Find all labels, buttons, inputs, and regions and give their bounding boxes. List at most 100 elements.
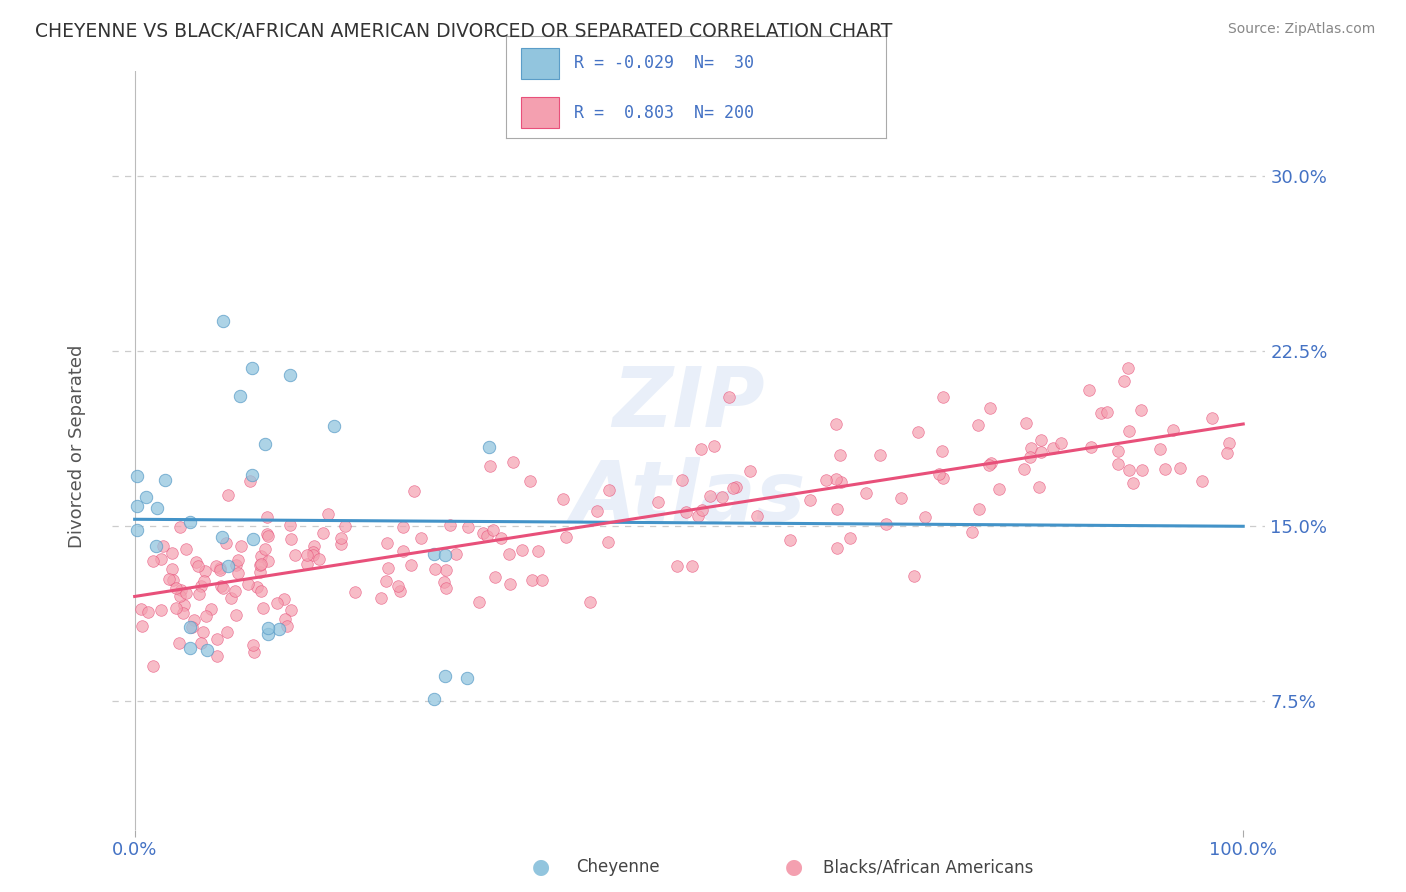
Point: [681, 558, 703, 573]
Point: [1201, 411, 1223, 425]
Point: [855, 485, 877, 500]
Point: [311, 526, 333, 541]
Point: [236, 577, 259, 591]
Point: [399, 558, 422, 573]
Point: [330, 537, 353, 551]
Point: [249, 558, 271, 572]
Point: [208, 563, 231, 577]
Point: [526, 543, 548, 558]
Point: [180, 620, 202, 634]
Point: [598, 535, 620, 549]
Point: [434, 563, 457, 577]
Point: [675, 505, 697, 519]
Point: [149, 603, 172, 617]
Point: [478, 440, 501, 454]
Point: [510, 542, 533, 557]
Point: [1116, 361, 1139, 376]
Point: [824, 472, 846, 486]
Point: [252, 601, 274, 615]
Point: [377, 561, 399, 575]
Point: [273, 591, 295, 606]
Point: [193, 574, 215, 588]
Point: [499, 577, 522, 591]
Point: [498, 547, 520, 561]
Point: [240, 467, 263, 482]
Point: [1090, 406, 1112, 420]
Point: [409, 531, 432, 545]
Point: [225, 607, 247, 622]
Point: [284, 548, 307, 562]
Point: [1042, 442, 1064, 456]
Point: [825, 417, 848, 432]
Point: [267, 622, 290, 636]
Point: [1218, 436, 1240, 450]
Point: [875, 516, 897, 531]
Text: Blacks/African Americans: Blacks/African Americans: [823, 858, 1033, 876]
Point: [1122, 476, 1144, 491]
Point: [207, 649, 229, 664]
Point: [142, 659, 165, 673]
Point: [830, 448, 852, 462]
Point: [278, 518, 301, 533]
Point: [457, 520, 479, 534]
Point: [1130, 463, 1153, 477]
Point: [173, 598, 195, 612]
Point: [980, 456, 1002, 470]
Point: [249, 549, 271, 563]
Point: [274, 612, 297, 626]
Point: [172, 607, 194, 621]
Point: [531, 573, 554, 587]
Point: [666, 559, 689, 574]
Point: [689, 442, 711, 457]
Point: [914, 509, 936, 524]
Point: [838, 532, 860, 546]
Point: [246, 580, 269, 594]
Point: [239, 474, 262, 488]
Point: [1012, 462, 1035, 476]
Point: [256, 510, 278, 524]
Point: [392, 520, 415, 534]
Point: [254, 437, 277, 451]
Point: [211, 530, 233, 544]
Point: [208, 561, 231, 575]
Point: [484, 570, 506, 584]
Point: [928, 467, 950, 482]
Point: [190, 636, 212, 650]
Point: [145, 540, 167, 554]
Point: [830, 475, 852, 489]
Point: [179, 619, 201, 633]
Point: [129, 602, 152, 616]
Point: [598, 483, 620, 498]
Point: [1014, 417, 1036, 431]
Text: R =  0.803  N= 200: R = 0.803 N= 200: [575, 103, 755, 121]
Point: [477, 529, 499, 543]
Point: [1191, 474, 1213, 488]
Point: [162, 573, 184, 587]
Point: [250, 558, 273, 572]
Point: [699, 489, 721, 503]
Point: [142, 554, 165, 568]
Point: [647, 495, 669, 509]
Point: [187, 559, 209, 574]
Point: [127, 523, 149, 537]
Point: [814, 474, 837, 488]
FancyBboxPatch shape: [522, 48, 560, 78]
Point: [183, 613, 205, 627]
Point: [402, 484, 425, 499]
Point: [221, 591, 243, 605]
Point: [1168, 461, 1191, 475]
Point: [228, 552, 250, 566]
Point: [434, 548, 457, 562]
Point: [257, 627, 280, 641]
Point: [799, 493, 821, 508]
Point: [979, 458, 1001, 472]
Point: [135, 490, 157, 504]
Point: [152, 539, 174, 553]
Point: [167, 636, 190, 650]
Point: [1097, 405, 1119, 419]
Point: [472, 525, 495, 540]
Point: [375, 535, 398, 549]
Point: [217, 488, 239, 502]
Point: [482, 523, 505, 537]
Point: [1031, 434, 1053, 448]
